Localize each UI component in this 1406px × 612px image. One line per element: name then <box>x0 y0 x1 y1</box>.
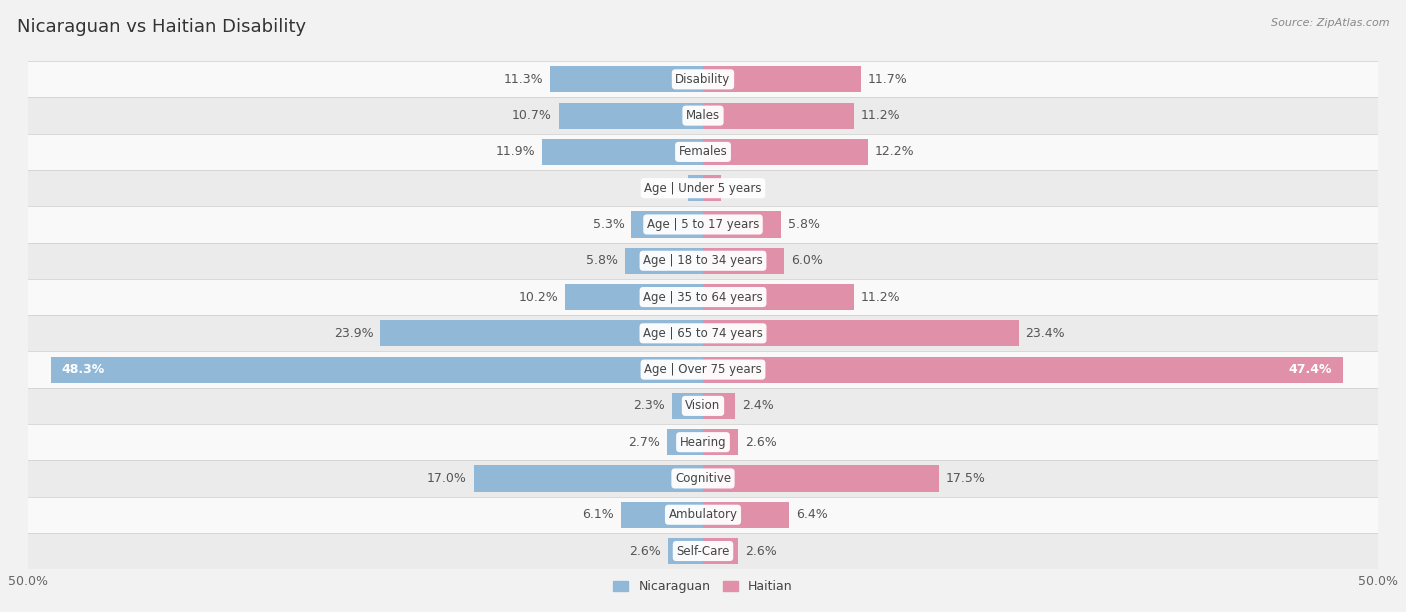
Bar <box>28 206 1378 242</box>
Bar <box>703 103 855 129</box>
Bar <box>703 320 1019 346</box>
Bar <box>703 211 782 237</box>
Text: 6.1%: 6.1% <box>582 508 614 521</box>
Bar <box>565 284 703 310</box>
Text: 48.3%: 48.3% <box>62 363 105 376</box>
Bar <box>28 496 1378 533</box>
Text: 10.2%: 10.2% <box>519 291 558 304</box>
Bar <box>703 393 735 419</box>
Bar <box>703 248 785 274</box>
Text: Source: ZipAtlas.com: Source: ZipAtlas.com <box>1271 18 1389 28</box>
Text: Disability: Disability <box>675 73 731 86</box>
Text: 2.7%: 2.7% <box>628 436 659 449</box>
Text: 12.2%: 12.2% <box>875 146 914 159</box>
Text: 2.6%: 2.6% <box>745 436 776 449</box>
Bar <box>381 320 703 346</box>
Bar <box>703 175 720 201</box>
Legend: Nicaraguan, Haitian: Nicaraguan, Haitian <box>609 575 797 599</box>
Bar <box>28 351 1378 388</box>
Bar <box>28 134 1378 170</box>
Bar <box>688 175 703 201</box>
Text: Vision: Vision <box>685 400 721 412</box>
Bar <box>703 502 789 528</box>
Bar <box>703 465 939 491</box>
Bar <box>703 357 1343 382</box>
Bar <box>672 393 703 419</box>
Text: 1.3%: 1.3% <box>727 182 759 195</box>
Bar <box>28 170 1378 206</box>
Text: 10.7%: 10.7% <box>512 109 551 122</box>
Text: Nicaraguan vs Haitian Disability: Nicaraguan vs Haitian Disability <box>17 18 307 36</box>
Text: 6.0%: 6.0% <box>790 254 823 267</box>
Text: 17.5%: 17.5% <box>946 472 986 485</box>
Text: Age | 18 to 34 years: Age | 18 to 34 years <box>643 254 763 267</box>
Bar <box>558 103 703 129</box>
Text: Age | 65 to 74 years: Age | 65 to 74 years <box>643 327 763 340</box>
Text: Self-Care: Self-Care <box>676 545 730 558</box>
Bar <box>28 61 1378 97</box>
Bar <box>28 97 1378 134</box>
Text: 11.2%: 11.2% <box>860 291 901 304</box>
Bar <box>474 465 703 491</box>
Text: 23.4%: 23.4% <box>1025 327 1066 340</box>
Text: 2.6%: 2.6% <box>745 545 776 558</box>
Text: 11.3%: 11.3% <box>505 73 544 86</box>
Bar <box>28 388 1378 424</box>
Text: 5.3%: 5.3% <box>593 218 624 231</box>
Text: Age | 5 to 17 years: Age | 5 to 17 years <box>647 218 759 231</box>
Text: Age | Over 75 years: Age | Over 75 years <box>644 363 762 376</box>
Text: Ambulatory: Ambulatory <box>668 508 738 521</box>
Bar <box>543 139 703 165</box>
Bar <box>28 279 1378 315</box>
Text: 2.3%: 2.3% <box>634 400 665 412</box>
Text: 2.4%: 2.4% <box>742 400 773 412</box>
Text: 11.2%: 11.2% <box>860 109 901 122</box>
Bar <box>703 284 855 310</box>
Text: 47.4%: 47.4% <box>1288 363 1331 376</box>
Bar <box>51 357 703 382</box>
Bar <box>703 66 860 92</box>
Bar <box>28 315 1378 351</box>
Bar <box>666 429 703 455</box>
Bar <box>620 502 703 528</box>
Text: 5.8%: 5.8% <box>586 254 619 267</box>
Bar <box>703 538 738 564</box>
Text: Age | 35 to 64 years: Age | 35 to 64 years <box>643 291 763 304</box>
Text: 17.0%: 17.0% <box>427 472 467 485</box>
Bar <box>703 139 868 165</box>
Bar <box>28 424 1378 460</box>
Text: 5.8%: 5.8% <box>787 218 820 231</box>
Text: Females: Females <box>679 146 727 159</box>
Bar <box>668 538 703 564</box>
Bar <box>28 533 1378 569</box>
Text: 6.4%: 6.4% <box>796 508 828 521</box>
Bar <box>624 248 703 274</box>
Bar <box>28 242 1378 279</box>
Bar <box>631 211 703 237</box>
Bar <box>703 429 738 455</box>
Text: Age | Under 5 years: Age | Under 5 years <box>644 182 762 195</box>
Text: 1.1%: 1.1% <box>650 182 682 195</box>
Text: Hearing: Hearing <box>679 436 727 449</box>
Text: 11.9%: 11.9% <box>496 146 536 159</box>
Text: Cognitive: Cognitive <box>675 472 731 485</box>
Text: Males: Males <box>686 109 720 122</box>
Bar <box>551 66 703 92</box>
Bar <box>28 460 1378 496</box>
Text: 23.9%: 23.9% <box>335 327 374 340</box>
Text: 2.6%: 2.6% <box>630 545 661 558</box>
Text: 11.7%: 11.7% <box>868 73 907 86</box>
